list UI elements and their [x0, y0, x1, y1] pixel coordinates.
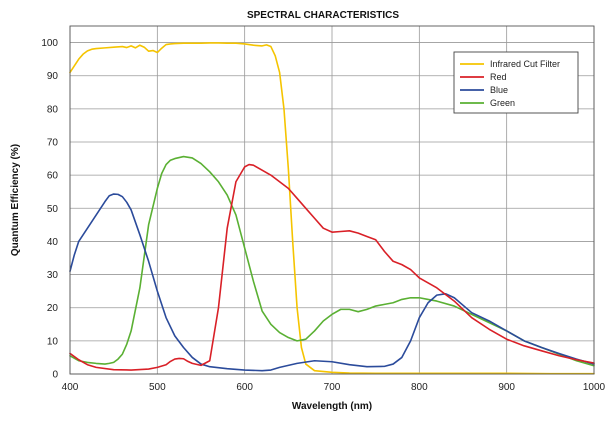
x-axis-ticks: 400 500 600 700 800 900 1000	[62, 382, 606, 393]
plot-frame	[69, 25, 595, 375]
x-tick-label: 400	[62, 382, 79, 393]
x-axis-title: Wavelength (nm)	[292, 401, 372, 412]
series-line-infrared-cut-filter	[69, 42, 595, 375]
y-axis-ticks: 0 10 20 30 40 50 60 70 80 90 100	[41, 38, 58, 380]
chart-title: SPECTRAL CHARACTERISTICS	[247, 10, 399, 21]
x-tick-label: 1000	[583, 382, 606, 393]
y-tick-label: 70	[47, 138, 59, 149]
y-tick-label: 40	[47, 237, 59, 248]
y-tick-label: 90	[47, 71, 59, 82]
series-lines	[69, 42, 595, 375]
y-axis-title: Quantum Efficiency (%)	[10, 144, 21, 256]
y-tick-label: 20	[47, 303, 59, 314]
x-tick-label: 600	[236, 382, 253, 393]
y-tick-label: 10	[47, 336, 59, 347]
y-tick-label: 50	[47, 204, 59, 215]
legend-label: Green	[490, 98, 515, 108]
legend: Infrared Cut Filter Red Blue Green	[453, 51, 579, 114]
y-tick-label: 0	[52, 370, 58, 381]
y-tick-label: 60	[47, 171, 59, 182]
x-tick-label: 500	[149, 382, 166, 393]
series-line-green	[69, 155, 595, 367]
y-tick-label: 30	[47, 270, 59, 281]
y-tick-label: 80	[47, 104, 59, 115]
y-tick-label: 100	[41, 38, 58, 49]
x-tick-label: 800	[411, 382, 428, 393]
series-line-red	[69, 163, 595, 371]
legend-label: Red	[490, 72, 507, 82]
series-line-blue	[69, 193, 595, 372]
legend-label: Blue	[490, 85, 508, 95]
x-tick-label: 700	[324, 382, 341, 393]
x-tick-label: 900	[498, 382, 515, 393]
legend-label: Infrared Cut Filter	[490, 59, 560, 69]
